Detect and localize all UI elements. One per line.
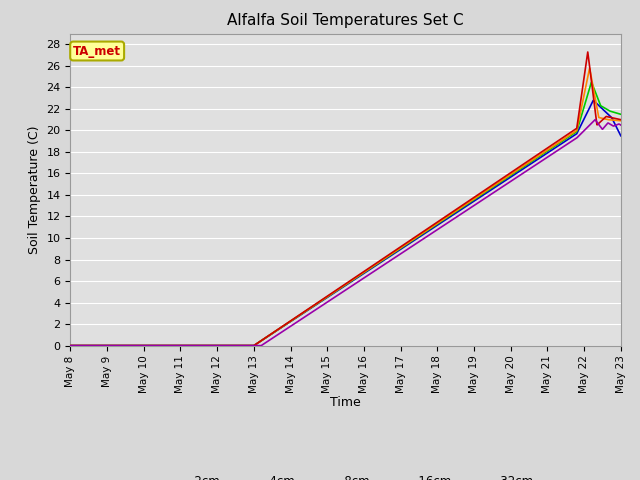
Legend: -2cm, -4cm, -8cm, -16cm, -32cm: -2cm, -4cm, -8cm, -16cm, -32cm xyxy=(153,470,538,480)
Text: TA_met: TA_met xyxy=(73,45,121,58)
Title: Alfalfa Soil Temperatures Set C: Alfalfa Soil Temperatures Set C xyxy=(227,13,464,28)
Y-axis label: Soil Temperature (C): Soil Temperature (C) xyxy=(28,125,41,254)
X-axis label: Time: Time xyxy=(330,396,361,409)
